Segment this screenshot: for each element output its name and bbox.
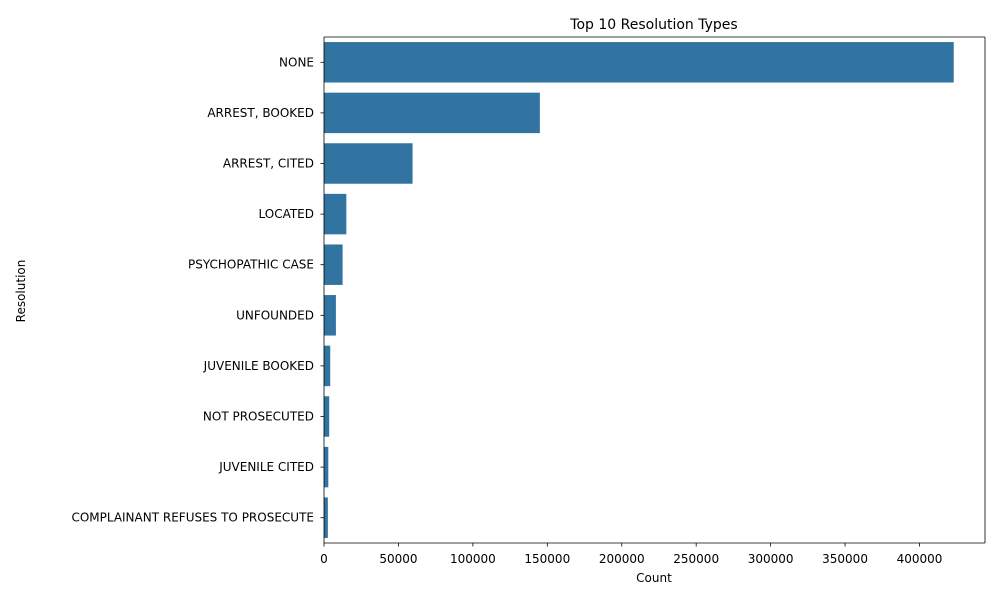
y-tick-label: JUVENILE CITED	[218, 460, 314, 474]
x-axis-title: Count	[636, 571, 672, 585]
y-tick-label: PSYCHOPATHIC CASE	[188, 258, 314, 272]
y-tick-label: JUVENILE BOOKED	[203, 359, 314, 373]
bar	[324, 345, 331, 387]
chart-title: Top 10 Resolution Types	[569, 17, 737, 33]
y-tick-label: ARREST, CITED	[223, 157, 314, 171]
x-tick-label: 100000	[450, 552, 496, 566]
bar	[324, 295, 336, 336]
y-axis-title: Resolution	[14, 260, 28, 323]
x-axis-ticks: 0 50000 100000 150000 200000 250000 300000 3500…	[320, 543, 942, 566]
y-axis-ticks: NONE ARREST, BOOKED ARREST, CITED LOCATED PS…	[71, 55, 324, 525]
x-tick-label: 350000	[822, 552, 868, 566]
x-tick-label: 400000	[897, 552, 943, 566]
y-tick-label: LOCATED	[258, 207, 314, 221]
bar	[324, 396, 330, 437]
y-tick-label: UNFOUNDED	[236, 308, 314, 322]
y-tick-label: NOT PROSECUTED	[203, 410, 314, 424]
x-tick-label: 150000	[524, 552, 570, 566]
bar	[324, 446, 329, 488]
x-tick-label: 0	[320, 552, 328, 566]
bars-group	[324, 42, 954, 538]
bar	[324, 42, 954, 83]
x-tick-label: 200000	[599, 552, 645, 566]
x-tick-label: 250000	[673, 552, 719, 566]
bar	[324, 193, 347, 235]
bar	[324, 92, 540, 134]
x-tick-label: 50000	[379, 552, 417, 566]
y-tick-label: NONE	[279, 55, 314, 69]
bar	[324, 143, 413, 184]
bar	[324, 497, 328, 538]
y-tick-label: COMPLAINANT REFUSES TO PROSECUTE	[71, 511, 314, 525]
bar	[324, 244, 343, 285]
y-tick-label: ARREST, BOOKED	[207, 106, 314, 120]
x-tick-label: 300000	[748, 552, 794, 566]
